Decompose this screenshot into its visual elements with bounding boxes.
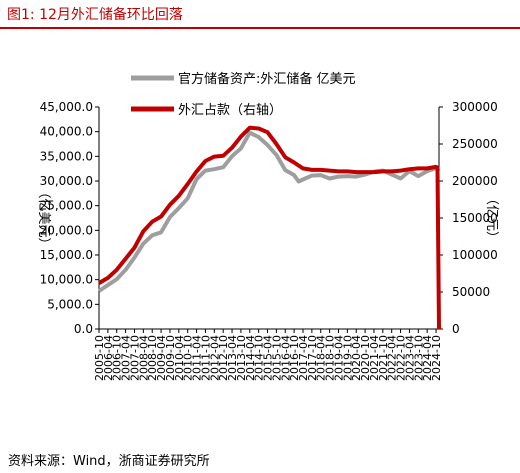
figure-title: 图1: 12月外汇储备环比回落 bbox=[7, 7, 183, 23]
left-axis-tick-label: 40,000.0 bbox=[40, 125, 93, 139]
x-axis-tick-label: 2021-10 bbox=[377, 335, 390, 381]
x-axis-tick-label: 2014-04 bbox=[244, 335, 257, 381]
right-axis-label: （亿元） bbox=[484, 192, 499, 244]
x-axis-tick-label: 2012-04 bbox=[208, 335, 221, 381]
right-axis-tick-label: 200000 bbox=[452, 174, 498, 188]
x-axis-tick-label: 2010-04 bbox=[173, 335, 186, 381]
left-axis-tick-label: 35,000.0 bbox=[40, 149, 93, 163]
left-axis-tick-label: 10,000.0 bbox=[40, 273, 93, 287]
x-axis-tick-label: 2007-10 bbox=[128, 335, 141, 381]
right-axis-tick-label: 250000 bbox=[452, 137, 498, 151]
x-axis-tick-label: 2018-10 bbox=[324, 335, 337, 381]
fx-funds-line bbox=[97, 125, 441, 330]
left-axis-tick-label: 0.0 bbox=[74, 322, 93, 336]
x-axis-tick-label: 2016-10 bbox=[288, 335, 301, 381]
x-axis-tick-label: 2022-04 bbox=[386, 335, 399, 381]
x-axis-tick-label: 2017-04 bbox=[297, 335, 310, 381]
x-axis-tick-label: 2017-10 bbox=[306, 335, 319, 381]
x-axis-tick-label: 2013-04 bbox=[226, 335, 239, 381]
right-axis-tick-label: 0 bbox=[452, 322, 460, 336]
x-axis-tick-label: 2011-10 bbox=[199, 335, 212, 381]
x-axis-tick-label: 2012-10 bbox=[217, 335, 230, 381]
left-axis-tick-label: 15,000.0 bbox=[40, 248, 93, 262]
legend-label-1: 官方储备资产:外汇储备 亿美元 bbox=[178, 71, 356, 87]
x-axis-tick-label: 2009-10 bbox=[164, 335, 177, 381]
x-axis-tick-label: 2023-10 bbox=[412, 335, 425, 381]
legend-label-2: 外汇占款（右轴） bbox=[178, 103, 282, 118]
x-axis-tick-label: 2023-04 bbox=[403, 335, 416, 381]
left-axis-tick-label: 25,000.0 bbox=[40, 199, 93, 213]
x-axis-tick-label: 2010-10 bbox=[182, 335, 195, 381]
source-note: 资料来源：Wind，浙商证券研究所 bbox=[8, 454, 210, 469]
right-axis-tick-label: 100000 bbox=[452, 248, 498, 262]
left-axis-tick-label: 20,000.0 bbox=[40, 223, 93, 237]
left-axis-tick-label: 5,000.0 bbox=[47, 297, 93, 311]
fx-reserves-line bbox=[97, 130, 441, 293]
x-axis-tick-label: 2016-04 bbox=[279, 335, 292, 381]
x-axis-tick-label: 2008-04 bbox=[137, 335, 150, 381]
x-axis-tick-label: 2018-04 bbox=[315, 335, 328, 381]
x-axis-tick-label: 2006-04 bbox=[102, 335, 115, 381]
x-axis-tick-label: 2015-10 bbox=[270, 335, 283, 381]
left-axis-tick-label: 45,000.0 bbox=[40, 100, 93, 114]
right-axis-tick-label: 300000 bbox=[452, 100, 498, 114]
x-axis-tick-label: 2007-04 bbox=[120, 335, 133, 381]
x-axis-tick-label: 2005-10 bbox=[93, 335, 106, 381]
x-axis-tick-label: 2020-04 bbox=[350, 335, 363, 381]
x-axis-tick-label: 2021-04 bbox=[368, 335, 381, 381]
x-axis-tick-label: 2013-10 bbox=[235, 335, 248, 381]
x-axis-tick-label: 2009-04 bbox=[155, 335, 168, 381]
x-axis-tick-label: 2024-10 bbox=[430, 335, 443, 381]
left-axis-tick-label: 30,000.0 bbox=[40, 174, 93, 188]
x-axis-tick-label: 2022-10 bbox=[395, 335, 408, 381]
x-axis-tick-label: 2011-04 bbox=[191, 335, 204, 381]
right-axis-tick-label: 50000 bbox=[452, 285, 490, 299]
title-divider bbox=[0, 27, 520, 29]
x-axis-tick-label: 2014-10 bbox=[253, 335, 266, 381]
x-axis-tick-label: 2008-10 bbox=[146, 335, 159, 381]
left-axis-label: （亿美元） bbox=[36, 185, 51, 250]
x-axis-tick-label: 2024-04 bbox=[421, 335, 434, 381]
right-axis-tick-label: 150000 bbox=[452, 211, 498, 225]
x-axis-tick-label: 2019-04 bbox=[332, 335, 345, 381]
x-axis-tick-label: 2015-04 bbox=[262, 335, 275, 381]
x-axis-tick-label: 2019-10 bbox=[341, 335, 354, 381]
x-axis-tick-label: 2020-10 bbox=[359, 335, 372, 381]
x-axis-tick-label: 2006-10 bbox=[111, 335, 124, 381]
